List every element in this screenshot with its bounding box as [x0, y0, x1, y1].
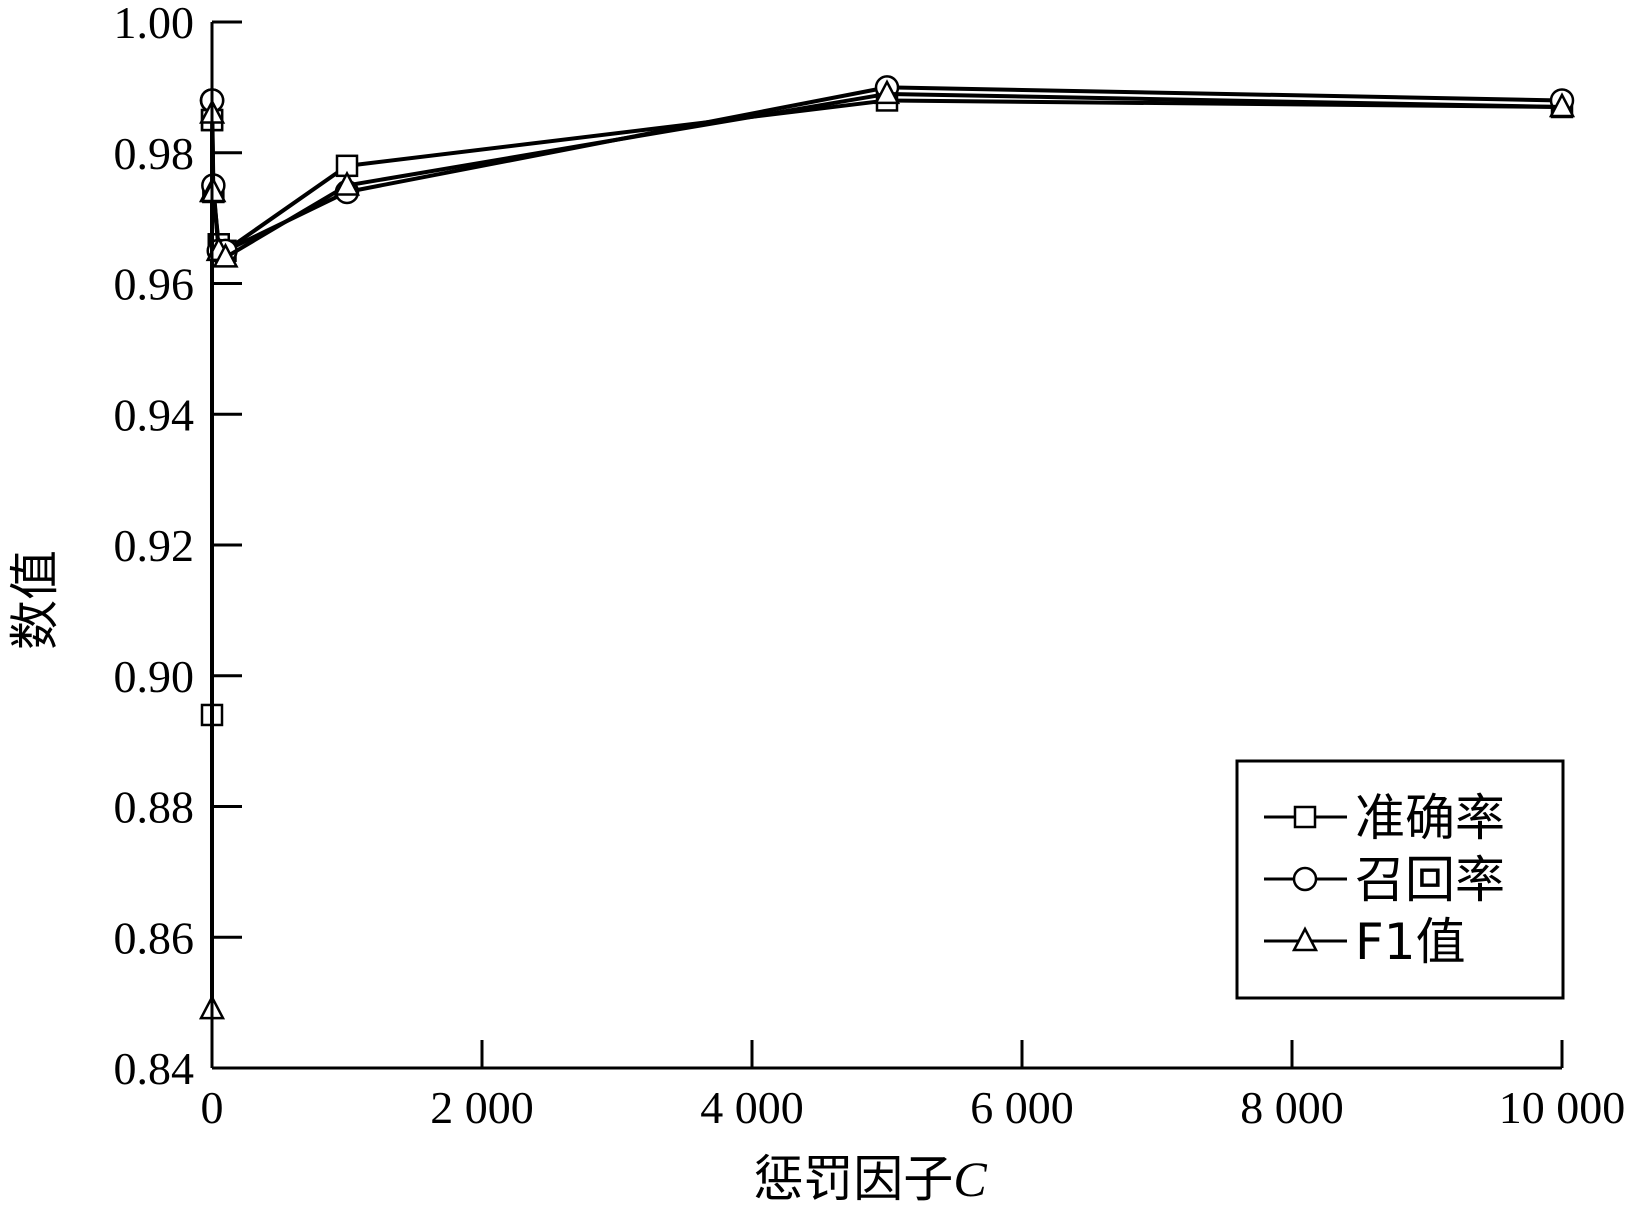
y-tick-label: 0.84: [114, 1043, 195, 1094]
x-tick-label: 4 000: [700, 1082, 804, 1133]
data-point-triangle: [1548, 92, 1576, 118]
x-axis-title-variable: C: [953, 1151, 987, 1207]
y-tick-label: 0.86: [114, 912, 195, 963]
series-line-circle: [210, 85, 1563, 253]
y-axis: 0.84 0.86 0.88 0.90 0.92 0.94 0.96 0.98 1.00: [114, 0, 242, 1094]
y-tick-label: 0.90: [114, 651, 195, 702]
legend-marker-triangle: [1291, 926, 1319, 952]
legend-marker-square: [1293, 805, 1317, 829]
series-square: [200, 89, 1574, 727]
data-point-triangle: [873, 79, 901, 105]
data-point-triangle: [212, 242, 239, 268]
data-point-triangle: [333, 170, 361, 196]
x-axis-title-text: 惩罚因子: [753, 1150, 953, 1208]
x-tick-label: 8 000: [1240, 1082, 1344, 1133]
series-line-square: [210, 98, 1563, 715]
y-tick-label: 0.96: [114, 259, 195, 310]
legend-item-square: 准确率: [1264, 789, 1505, 847]
x-axis: 0 2 000 4 000 6 000 8 000 10 000: [201, 1040, 1626, 1133]
legend-label: 准确率: [1355, 789, 1505, 847]
x-tick-label: 0: [201, 1082, 224, 1133]
x-axis-title: 惩罚因子C: [753, 1150, 987, 1208]
legend-item-triangle: F1值: [1264, 913, 1466, 971]
y-tick-label: 0.94: [114, 389, 195, 440]
x-tick-label: 6 000: [970, 1082, 1074, 1133]
legend-label: F1值: [1355, 913, 1466, 971]
x-tick-label: 2 000: [430, 1082, 534, 1133]
legend-label: 召回率: [1355, 851, 1505, 909]
y-tick-label: 0.88: [114, 782, 195, 833]
y-tick-label: 1.00: [114, 0, 195, 48]
legend-marker-circle: [1292, 866, 1318, 892]
legend-item-circle: 召回率: [1264, 851, 1505, 909]
y-tick-label: 0.98: [114, 128, 195, 179]
x-tick-label: 10 000: [1499, 1082, 1626, 1133]
y-tick-label: 0.92: [114, 520, 195, 571]
y-axis-title: 数值: [6, 550, 64, 650]
